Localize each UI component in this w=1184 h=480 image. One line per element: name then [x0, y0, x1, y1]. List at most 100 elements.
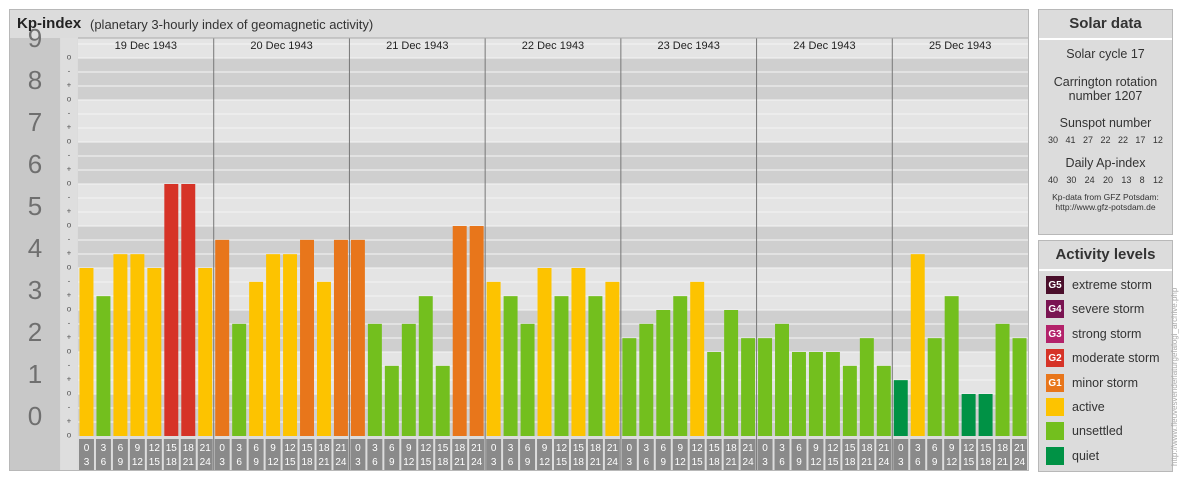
hour-label-end: 18 [844, 457, 856, 468]
kp-bar [503, 296, 518, 436]
kp-bar [283, 254, 298, 436]
hour-box [367, 439, 383, 470]
legend-label: unsettled [1072, 424, 1123, 438]
hour-box [859, 439, 875, 470]
hour-label-end: 6 [508, 457, 514, 468]
kp-bar [350, 239, 365, 436]
hour-label-start: 12 [420, 443, 432, 454]
data-credit-link[interactable]: http://www.gfz-potsdam.de [1055, 202, 1156, 212]
day-label: 20 Dec 1943 [250, 40, 312, 52]
hour-label-start: 18 [590, 443, 602, 454]
kp-bar [944, 296, 959, 436]
hour-label-end: 18 [573, 457, 585, 468]
hour-box [621, 439, 637, 470]
hour-label-end: 21 [318, 457, 330, 468]
sunspot-heading: Sunspot number [1059, 116, 1152, 130]
hour-label-end: 3 [491, 457, 497, 468]
hour-label-start: 21 [471, 443, 483, 454]
minor-tick-label: - [68, 318, 71, 327]
kp-bar [333, 239, 348, 436]
hour-box [180, 439, 196, 470]
hour-label-start: 9 [135, 443, 141, 454]
hour-box [520, 439, 536, 470]
hour-label-start: 3 [644, 443, 650, 454]
kp-bar [825, 352, 840, 436]
minor-tick-label: - [68, 66, 71, 75]
hour-label-end: 9 [660, 457, 666, 468]
kp-bar [622, 338, 637, 436]
kp-band [78, 226, 1028, 268]
hour-label-start: 0 [762, 443, 768, 454]
hour-box [79, 439, 94, 470]
hour-label-start: 21 [878, 443, 890, 454]
hour-label-start: 15 [301, 443, 313, 454]
legend-item-g2: G2 moderate storm [1046, 348, 1160, 368]
hour-label-start: 0 [627, 443, 633, 454]
kp-bar [249, 281, 264, 436]
legend-swatch: G4 [1046, 300, 1064, 318]
kp-bar [775, 323, 789, 436]
legend-item-active: active [1046, 397, 1105, 417]
hour-box [808, 439, 824, 470]
solar-cycle: Solar cycle 17 [1066, 47, 1145, 61]
hour-label-start: 15 [437, 443, 449, 454]
hour-label-start: 15 [573, 443, 585, 454]
hour-box [927, 439, 943, 470]
legend-label: strong storm [1072, 327, 1142, 341]
hour-box [95, 439, 111, 470]
hour-box [587, 439, 603, 470]
sunspot-value: 22 [1100, 135, 1111, 145]
activity-levels-heading: Activity levels [1039, 241, 1172, 271]
y-tick-label: 4 [28, 233, 42, 263]
ap-value: 24 [1084, 175, 1095, 185]
kp-bar [910, 254, 925, 436]
hour-box [706, 439, 722, 470]
hour-label-end: 6 [101, 457, 107, 468]
kp-bar [198, 268, 213, 436]
hour-label-end: 9 [253, 457, 259, 468]
activity-levels-panel: Activity levels G5 extreme storm G4 seve… [1038, 240, 1173, 472]
hour-label-start: 18 [997, 443, 1009, 454]
legend-label: moderate storm [1072, 351, 1160, 365]
kp-band [78, 142, 1028, 184]
hour-label-end: 12 [675, 457, 687, 468]
legend-swatch [1046, 398, 1064, 416]
kp-bar [724, 310, 739, 436]
hour-label-end: 15 [963, 457, 975, 468]
solar-data-heading: Solar data [1039, 10, 1172, 40]
hour-label-end: 6 [644, 457, 650, 468]
kp-bar [554, 296, 569, 436]
kp-bar [520, 323, 535, 436]
hour-box [248, 439, 264, 470]
hour-box [774, 439, 790, 470]
hour-box [435, 439, 451, 470]
hour-label-end: 21 [861, 457, 873, 468]
hour-label-start: 6 [118, 443, 124, 454]
hour-label-end: 15 [420, 457, 432, 468]
kp-band [78, 100, 1028, 142]
hour-box [384, 439, 400, 470]
y-tick-label: 7 [28, 107, 42, 137]
hour-box [757, 439, 773, 470]
hour-label-start: 18 [183, 443, 195, 454]
minor-tick-label: o [67, 178, 72, 187]
kp-bar [215, 239, 230, 436]
minor-tick-label: - [68, 276, 71, 285]
kp-bar [876, 365, 891, 436]
hour-label-start: 3 [779, 443, 785, 454]
legend-item-g3: G3 strong storm [1046, 324, 1141, 344]
hour-label-end: 24 [743, 457, 755, 468]
kp-bar [978, 394, 993, 436]
kp-bar [147, 268, 162, 436]
hour-box [554, 439, 569, 470]
hour-box [214, 439, 230, 470]
hour-label-start: 9 [542, 443, 548, 454]
ap-value: 20 [1102, 175, 1113, 185]
y-tick-label: 0 [28, 401, 42, 431]
hour-label-start: 21 [607, 443, 619, 454]
hour-label-start: 12 [963, 443, 975, 454]
hour-box [570, 439, 586, 470]
chart-subtitle: (planetary 3-hourly index of geomagnetic… [90, 17, 374, 32]
y-tick-label: 6 [28, 149, 42, 179]
minor-tick-label: o [67, 52, 72, 61]
